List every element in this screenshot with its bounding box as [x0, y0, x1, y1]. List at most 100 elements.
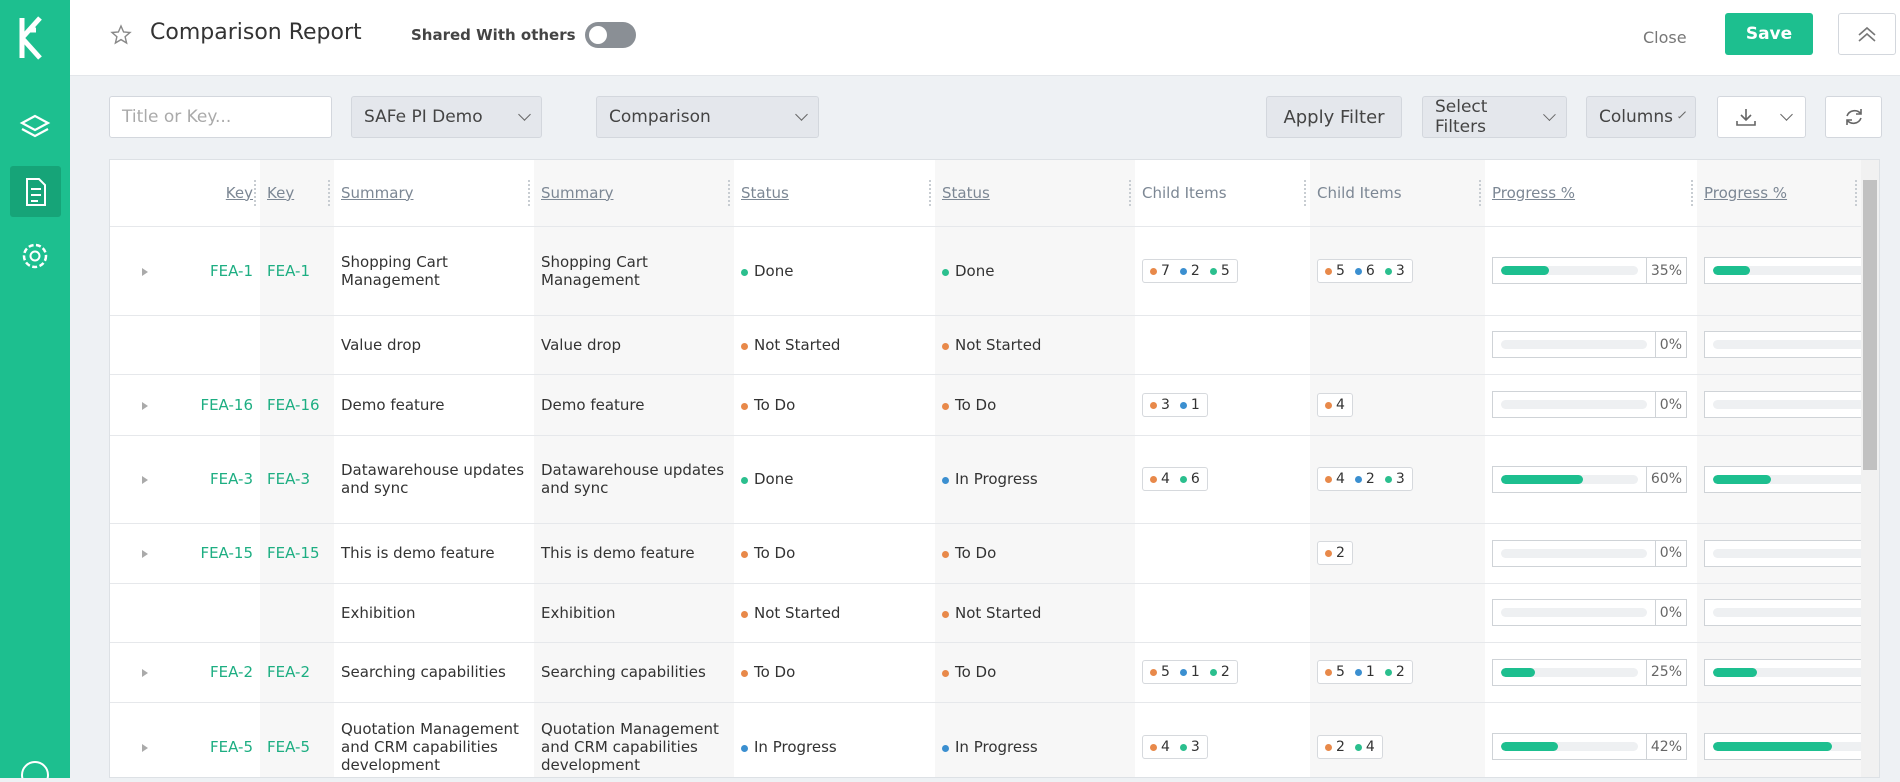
child-count-text: 5	[1336, 664, 1345, 680]
star-icon[interactable]	[110, 24, 132, 46]
child-count-text: 5	[1161, 664, 1170, 680]
close-button[interactable]: Close	[1643, 28, 1687, 47]
status-dot	[942, 670, 949, 677]
table-row: FEA-3 FEA-3 Datawarehouse updates and sync…	[110, 435, 1861, 524]
issue-key[interactable]: FEA-1	[267, 261, 310, 280]
status-text: To Do	[754, 544, 796, 562]
column-header[interactable]: Progress %	[1485, 160, 1697, 227]
child-count: 5	[1325, 263, 1345, 279]
progress-track	[1501, 266, 1638, 275]
table-cell: Done	[935, 226, 1135, 316]
issue-key[interactable]: FEA-2	[210, 663, 253, 681]
view-select[interactable]: Comparison	[596, 96, 819, 138]
expand-caret[interactable]	[142, 476, 148, 484]
issue-key[interactable]: FEA-1	[210, 261, 253, 280]
table-row: FEA-15 FEA-15 This is demo feature This is …	[110, 523, 1861, 584]
issue-key[interactable]: FEA-16	[267, 395, 320, 414]
project-select[interactable]: SAFe PI Demo	[351, 96, 542, 138]
progress-track	[1501, 667, 1638, 677]
progress-track	[1713, 266, 1861, 275]
column-header[interactable]: Key	[110, 160, 260, 227]
status-text: Done	[955, 261, 995, 280]
table-cell: 0%	[1485, 583, 1697, 643]
columns-select[interactable]: Columns	[1586, 96, 1696, 138]
status-text: Not Started	[955, 335, 1042, 354]
issue-key[interactable]: FEA-15	[267, 544, 320, 562]
child-dot	[1209, 669, 1217, 676]
status-dot	[942, 402, 949, 410]
child-count-text: 4	[1161, 738, 1170, 755]
logo[interactable]	[19, 16, 42, 60]
collapse-button[interactable]	[1838, 13, 1896, 55]
table-cell: To Do	[935, 374, 1135, 436]
child-count-text: 2	[1395, 664, 1405, 680]
progress-box	[1704, 599, 1861, 626]
progress-label: 35%	[1645, 258, 1686, 283]
table-cell: Searching capabilities	[334, 642, 534, 703]
column-header[interactable]: Summary	[534, 160, 734, 227]
issue-key[interactable]: FEA-5	[267, 737, 310, 756]
summary: Searching capabilities	[341, 663, 506, 681]
table-cell: 25%	[1485, 642, 1697, 703]
table-cell: To Do	[734, 374, 935, 436]
child-count: 5	[1150, 664, 1170, 680]
column-header[interactable]: Status	[734, 160, 935, 227]
table-cell: FEA-15	[260, 523, 334, 584]
issue-key[interactable]: FEA-3	[210, 470, 253, 488]
status-text: To Do	[754, 663, 796, 681]
select-filters[interactable]: Select Filters	[1422, 96, 1567, 138]
table-cell: 2	[1310, 523, 1485, 584]
issue-key[interactable]: FEA-3	[267, 470, 310, 488]
expand-caret[interactable]	[142, 669, 148, 677]
child-dot	[1325, 476, 1332, 483]
child-count-text: 2	[1365, 471, 1375, 487]
column-header[interactable]: Summary	[334, 160, 534, 227]
help-icon[interactable]	[21, 761, 49, 782]
issue-key[interactable]: FEA-15	[200, 544, 253, 562]
status-text: To Do	[955, 395, 997, 414]
child-dot	[1354, 743, 1362, 751]
expand-caret[interactable]	[142, 550, 148, 558]
child-items: 5 1 2	[1142, 660, 1238, 684]
active-nav[interactable]	[10, 166, 61, 217]
child-count: 3	[1384, 471, 1405, 487]
child-dot	[1209, 267, 1217, 275]
table-cell: 4 2 3	[1310, 435, 1485, 524]
column-header[interactable]: Status	[935, 160, 1135, 227]
search-input[interactable]: Title or Key...	[109, 96, 332, 138]
table-cell: Shopping Cart Management	[534, 226, 734, 316]
scrollbar[interactable]	[1861, 160, 1879, 777]
save-button[interactable]: Save	[1725, 13, 1813, 55]
shared-toggle[interactable]	[585, 22, 636, 48]
column-header[interactable]: Key	[260, 160, 334, 227]
summary: Demo feature	[341, 395, 445, 414]
refresh-button[interactable]	[1825, 96, 1882, 138]
table-cell: 0%	[1485, 374, 1697, 436]
table-cell: 35%	[1485, 226, 1697, 316]
table-cell: To Do	[935, 642, 1135, 703]
summary: Shopping Cart Management	[341, 252, 448, 289]
issue-key[interactable]: FEA-2	[267, 663, 310, 681]
progress-label: 42%	[1645, 734, 1686, 759]
column-header[interactable]: Progress %	[1697, 160, 1861, 227]
status-text: In Progress	[955, 737, 1038, 756]
child-count: 2	[1209, 664, 1230, 680]
table-cell: Datawarehouse updates and sync	[534, 435, 734, 524]
progress-track	[1713, 608, 1861, 617]
apply-filter-button[interactable]: Apply Filter	[1266, 96, 1402, 138]
table-cell	[260, 315, 334, 375]
table-cell: FEA-16	[110, 374, 260, 436]
layers-icon[interactable]	[19, 114, 51, 138]
issue-key[interactable]: FEA-5	[210, 737, 253, 756]
expand-caret[interactable]	[142, 743, 148, 752]
download-button[interactable]	[1717, 96, 1806, 138]
child-dot	[1325, 401, 1332, 409]
expand-caret[interactable]	[142, 401, 148, 410]
progress-track	[1713, 667, 1861, 677]
status-dot	[741, 551, 748, 558]
settings-icon[interactable]	[22, 243, 48, 269]
issue-key[interactable]: FEA-16	[200, 395, 253, 414]
expand-caret[interactable]	[142, 267, 148, 276]
